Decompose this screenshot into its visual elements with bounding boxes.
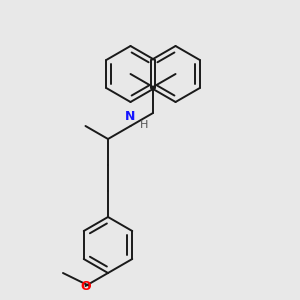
Text: N: N — [125, 110, 136, 123]
Text: O: O — [80, 280, 91, 292]
Text: H: H — [140, 120, 148, 130]
